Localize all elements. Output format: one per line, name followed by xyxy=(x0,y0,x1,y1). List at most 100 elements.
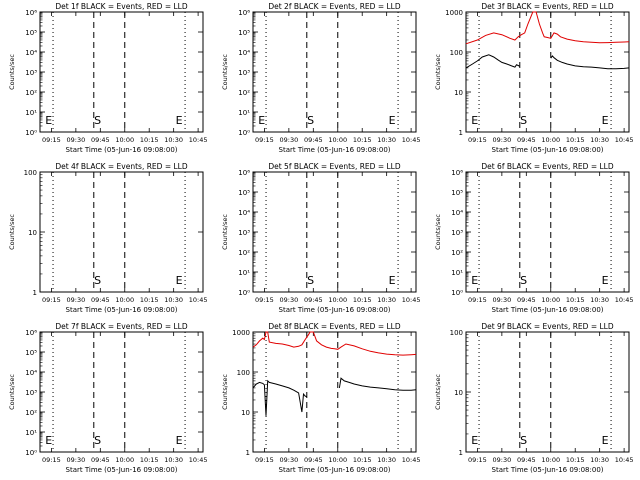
x-tick-label: 10:15 xyxy=(140,456,159,464)
y-tick-label: 10¹ xyxy=(451,269,463,277)
y-tick-label: 10⁶ xyxy=(25,329,37,337)
x-tick-label: 09:15 xyxy=(255,136,274,144)
x-tick-label: 10:30 xyxy=(377,296,396,304)
x-tick-label: 09:45 xyxy=(91,296,110,304)
y-tick-label: 10² xyxy=(238,89,250,97)
chart-panel-6: Det 6f BLACK = Events, RED = LLD Counts/s… xyxy=(434,162,633,314)
x-tick-label: 10:30 xyxy=(377,456,396,464)
x-tick-label: 10:30 xyxy=(590,456,609,464)
y-tick-label: 10⁶ xyxy=(238,9,250,17)
y-axis-label: Counts/sec xyxy=(434,374,442,410)
y-tick-label: 10¹ xyxy=(238,109,250,117)
event-annotation: E xyxy=(176,114,183,127)
x-axis-label: Start Time (05-Jun-16 09:08:00) xyxy=(66,466,178,474)
x-tick-label: 09:30 xyxy=(279,456,298,464)
y-tick-label: 10³ xyxy=(238,229,250,237)
x-tick-label: 09:45 xyxy=(517,456,536,464)
x-tick-label: 09:45 xyxy=(517,136,536,144)
y-tick-label: 10¹ xyxy=(25,109,37,117)
event-annotation: E xyxy=(176,434,183,447)
event-annotation: S xyxy=(520,434,527,447)
event-annotation: E xyxy=(389,114,396,127)
x-tick-label: 09:45 xyxy=(304,456,323,464)
x-tick-label: 10:45 xyxy=(615,296,634,304)
x-tick-label: 10:45 xyxy=(402,296,421,304)
x-tick-label: 10:45 xyxy=(189,296,208,304)
y-axis-label: Counts/sec xyxy=(221,54,229,90)
y-tick-label: 10² xyxy=(238,249,250,257)
y-tick-label: 1000 xyxy=(232,329,250,337)
x-tick-label: 10:00 xyxy=(115,456,134,464)
x-tick-label: 10:00 xyxy=(328,456,347,464)
data-series-line xyxy=(465,11,630,45)
event-annotation: S xyxy=(520,274,527,287)
plot-frame xyxy=(252,331,417,453)
x-axis-label: Start Time (05-Jun-16 09:08:00) xyxy=(492,306,604,314)
y-tick-label: 100 xyxy=(450,329,463,337)
y-tick-label: 10² xyxy=(451,249,463,257)
x-tick-label: 10:45 xyxy=(615,456,634,464)
y-tick-label: 10⁴ xyxy=(25,49,37,57)
x-tick-label: 10:00 xyxy=(328,296,347,304)
y-axis-label: Counts/sec xyxy=(221,374,229,410)
y-tick-label: 10 xyxy=(454,89,463,97)
x-axis-label: Start Time (05-Jun-16 09:08:00) xyxy=(66,146,178,154)
x-tick-label: 10:00 xyxy=(541,296,560,304)
x-tick-label: 10:45 xyxy=(402,136,421,144)
y-tick-label: 10⁴ xyxy=(25,369,37,377)
y-tick-label: 10³ xyxy=(238,69,250,77)
chart-panel-8: Det 8f BLACK = Events, RED = LLD Counts/s… xyxy=(221,322,420,474)
y-tick-label: 10⁴ xyxy=(451,209,463,217)
event-annotation: E xyxy=(471,274,478,287)
chart-title: Det 9f BLACK = Events, RED = LLD xyxy=(481,322,614,331)
x-tick-label: 09:30 xyxy=(279,136,298,144)
x-tick-label: 10:15 xyxy=(353,456,372,464)
y-tick-label: 10⁵ xyxy=(238,189,250,197)
x-tick-label: 09:30 xyxy=(66,456,85,464)
x-tick-label: 10:45 xyxy=(615,136,634,144)
x-tick-label: 09:45 xyxy=(304,136,323,144)
x-tick-label: 10:00 xyxy=(328,136,347,144)
x-tick-label: 10:15 xyxy=(140,136,159,144)
x-axis-label: Start Time (05-Jun-16 09:08:00) xyxy=(279,146,391,154)
y-tick-label: 1 xyxy=(459,129,463,137)
x-tick-label: 10:15 xyxy=(140,296,159,304)
y-tick-label: 100 xyxy=(237,369,250,377)
event-annotation: E xyxy=(258,114,265,127)
event-annotation: S xyxy=(94,114,101,127)
y-tick-label: 10 xyxy=(454,389,463,397)
event-annotation: E xyxy=(471,114,478,127)
x-tick-label: 09:30 xyxy=(492,136,511,144)
event-annotation: E xyxy=(602,274,609,287)
x-tick-label: 10:30 xyxy=(377,136,396,144)
y-tick-label: 10⁵ xyxy=(451,189,463,197)
y-tick-label: 10⁴ xyxy=(238,209,250,217)
event-annotation: E xyxy=(45,114,52,127)
x-tick-label: 09:30 xyxy=(492,456,511,464)
chart-panel-1: Det 1f BLACK = Events, RED = LLD Counts/s… xyxy=(8,2,207,154)
y-tick-label: 10² xyxy=(25,409,37,417)
event-annotation: S xyxy=(307,114,314,127)
y-tick-label: 10 xyxy=(241,409,250,417)
chart-panel-4: Det 4f BLACK = Events, RED = LLD Counts/s… xyxy=(8,162,207,314)
event-annotation: S xyxy=(94,274,101,287)
chart-title: Det 4f BLACK = Events, RED = LLD xyxy=(55,162,188,171)
event-annotation: E xyxy=(389,274,396,287)
y-tick-label: 10⁰ xyxy=(238,129,250,137)
chart-title: Det 6f BLACK = Events, RED = LLD xyxy=(481,162,614,171)
y-tick-label: 10⁵ xyxy=(25,349,37,357)
y-axis-label: Counts/sec xyxy=(8,374,16,410)
x-tick-label: 10:30 xyxy=(164,456,183,464)
x-axis-label: Start Time (05-Jun-16 09:08:00) xyxy=(66,306,178,314)
x-tick-label: 10:15 xyxy=(353,136,372,144)
event-annotation: E xyxy=(45,434,52,447)
y-tick-label: 10⁵ xyxy=(238,29,250,37)
y-tick-label: 10¹ xyxy=(238,269,250,277)
x-tick-label: 10:00 xyxy=(541,456,560,464)
x-tick-label: 09:45 xyxy=(517,296,536,304)
x-tick-label: 10:30 xyxy=(164,136,183,144)
x-tick-label: 10:30 xyxy=(590,136,609,144)
chart-panel-5: Det 5f BLACK = Events, RED = LLD Counts/s… xyxy=(221,162,420,314)
data-series-line xyxy=(252,377,417,416)
